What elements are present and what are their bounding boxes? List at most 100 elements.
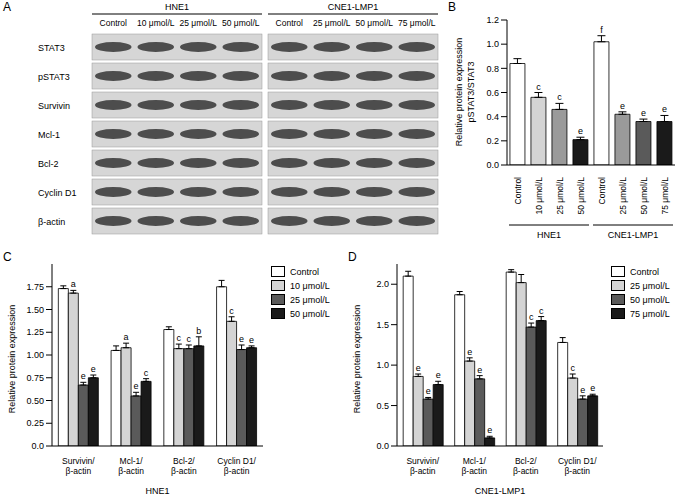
html-text:50 μmol/L: 50 μmol/L bbox=[290, 308, 330, 319]
svg-text:Survivin: Survivin bbox=[38, 101, 70, 111]
html-text:C: C bbox=[3, 250, 12, 264]
svg-text:e: e bbox=[91, 364, 96, 374]
svg-text:a: a bbox=[71, 279, 76, 289]
svg-text:e: e bbox=[249, 335, 254, 345]
svg-text:0.4: 0.4 bbox=[486, 112, 499, 122]
svg-text:e: e bbox=[416, 363, 421, 373]
svg-text:1.25: 1.25 bbox=[26, 327, 44, 337]
svg-text:c: c bbox=[539, 306, 544, 316]
html-text:Relative protein expression: Relative protein expression bbox=[454, 37, 464, 147]
svg-text:pSTAT3: pSTAT3 bbox=[38, 72, 70, 82]
svg-text:0.75: 0.75 bbox=[26, 373, 44, 383]
html-text:Control: Control bbox=[630, 266, 659, 277]
svg-text:0.0: 0.0 bbox=[376, 441, 389, 451]
svg-text:1.2: 1.2 bbox=[486, 15, 499, 25]
svg-text:c: c bbox=[529, 312, 534, 322]
svg-text:75 μmol/L: 75 μmol/L bbox=[398, 18, 436, 28]
svg-text:0.6: 0.6 bbox=[486, 88, 499, 98]
svg-text:1.00: 1.00 bbox=[26, 350, 44, 360]
svg-text:STAT3: STAT3 bbox=[38, 43, 65, 53]
svg-text:c: c bbox=[177, 333, 182, 343]
svg-text:b: b bbox=[196, 326, 201, 336]
html-text:25 μmol/L: 25 μmol/L bbox=[290, 294, 330, 305]
svg-text:75 μmol/L: 75 μmol/L bbox=[660, 177, 670, 215]
svg-text:50 μmol/L: 50 μmol/L bbox=[222, 18, 260, 28]
svg-text:CNE1-LMP1: CNE1-LMP1 bbox=[608, 230, 659, 240]
svg-text:Mcl-1/β-actin: Mcl-1/β-actin bbox=[461, 456, 487, 476]
svg-text:Mcl-1: Mcl-1 bbox=[38, 130, 60, 140]
svg-text:c: c bbox=[536, 82, 541, 92]
svg-text:e: e bbox=[620, 101, 625, 111]
svg-text:0.8: 0.8 bbox=[486, 64, 499, 74]
svg-text:1.50: 1.50 bbox=[26, 305, 44, 315]
svg-text:Survivin/β-actin: Survivin/β-actin bbox=[62, 456, 95, 476]
svg-text:Bcl-2/β-actin: Bcl-2/β-actin bbox=[513, 456, 539, 476]
svg-text:Cyclin D1: Cyclin D1 bbox=[38, 188, 77, 198]
svg-text:HNE1: HNE1 bbox=[537, 230, 561, 240]
svg-text:Control: Control bbox=[513, 177, 523, 205]
html-text:Control: Control bbox=[290, 266, 319, 277]
svg-text:HNE1: HNE1 bbox=[165, 2, 189, 12]
svg-text:c: c bbox=[187, 334, 192, 344]
svg-text:e: e bbox=[641, 108, 646, 118]
svg-text:β-actin: β-actin bbox=[38, 217, 65, 227]
svg-text:Bcl-2: Bcl-2 bbox=[38, 159, 59, 169]
svg-text:Bcl-2/β-actin: Bcl-2/β-actin bbox=[171, 456, 197, 476]
svg-text:e: e bbox=[239, 334, 244, 344]
svg-text:0.25: 0.25 bbox=[26, 418, 44, 428]
svg-text:25 μmol/L: 25 μmol/L bbox=[180, 18, 218, 28]
svg-text:25 μmol/L: 25 μmol/L bbox=[618, 177, 628, 215]
svg-text:2.0: 2.0 bbox=[376, 279, 389, 289]
svg-text:CNE1-LMP1: CNE1-LMP1 bbox=[475, 486, 526, 496]
svg-text:c: c bbox=[570, 363, 575, 373]
svg-text:0.50: 0.50 bbox=[26, 396, 44, 406]
svg-text:CNE1-LMP1: CNE1-LMP1 bbox=[328, 2, 379, 12]
svg-text:e: e bbox=[487, 425, 492, 435]
svg-text:1.5: 1.5 bbox=[376, 320, 389, 330]
svg-text:e: e bbox=[81, 371, 86, 381]
svg-text:HNE1: HNE1 bbox=[145, 486, 169, 496]
svg-text:50 μmol/L: 50 μmol/L bbox=[576, 177, 586, 215]
svg-text:0.2: 0.2 bbox=[486, 136, 499, 146]
svg-text:e: e bbox=[580, 385, 585, 395]
svg-text:c: c bbox=[229, 306, 234, 316]
svg-text:e: e bbox=[436, 370, 441, 380]
html-text:Relative protein expression: Relative protein expression bbox=[7, 304, 17, 414]
svg-text:50 μmol/L: 50 μmol/L bbox=[639, 177, 649, 215]
svg-text:e: e bbox=[426, 386, 431, 396]
svg-text:e: e bbox=[477, 365, 482, 375]
html-text:Relative protein expression: Relative protein expression bbox=[352, 304, 362, 414]
html-text:25 μmol/L: 25 μmol/L bbox=[630, 280, 670, 291]
html-text:75 μmol/L: 75 μmol/L bbox=[630, 308, 670, 319]
svg-text:1.0: 1.0 bbox=[376, 360, 389, 370]
svg-text:e: e bbox=[662, 104, 667, 114]
svg-text:e: e bbox=[467, 347, 472, 357]
svg-text:f: f bbox=[600, 25, 603, 35]
svg-text:e: e bbox=[134, 381, 139, 391]
svg-text:50 μmol/L: 50 μmol/L bbox=[356, 18, 394, 28]
svg-text:Mcl-1/β-actin: Mcl-1/β-actin bbox=[118, 456, 144, 476]
svg-text:Control: Control bbox=[100, 18, 128, 28]
svg-text:25 μmol/L: 25 μmol/L bbox=[555, 177, 565, 215]
svg-text:1.0: 1.0 bbox=[486, 39, 499, 49]
svg-text:Control: Control bbox=[276, 18, 304, 28]
svg-text:c: c bbox=[557, 92, 562, 102]
svg-text:a: a bbox=[124, 332, 129, 342]
svg-text:0.0: 0.0 bbox=[31, 441, 44, 451]
svg-text:0.0: 0.0 bbox=[486, 160, 499, 170]
svg-text:Cyclin D1/β-actin: Cyclin D1/β-actin bbox=[558, 456, 597, 476]
svg-text:0.5: 0.5 bbox=[376, 401, 389, 411]
html-text:pSTAT3/STAT3: pSTAT3/STAT3 bbox=[466, 61, 476, 123]
svg-text:10 μmol/L: 10 μmol/L bbox=[137, 18, 175, 28]
svg-text:1.75: 1.75 bbox=[26, 282, 44, 292]
svg-text:25 μmol/L: 25 μmol/L bbox=[313, 18, 351, 28]
svg-text:10 μmol/L: 10 μmol/L bbox=[534, 177, 544, 215]
html-text:10 μmol/L: 10 μmol/L bbox=[290, 280, 330, 291]
svg-text:e: e bbox=[578, 126, 583, 136]
svg-text:e: e bbox=[590, 383, 595, 393]
svg-text:Cyclin D1/β-actin: Cyclin D1/β-actin bbox=[217, 456, 256, 476]
svg-text:c: c bbox=[144, 368, 149, 378]
html-text:50 μmol/L: 50 μmol/L bbox=[630, 294, 670, 305]
svg-text:Survivin/β-actin: Survivin/β-actin bbox=[406, 456, 439, 476]
svg-text:Control: Control bbox=[597, 177, 607, 205]
